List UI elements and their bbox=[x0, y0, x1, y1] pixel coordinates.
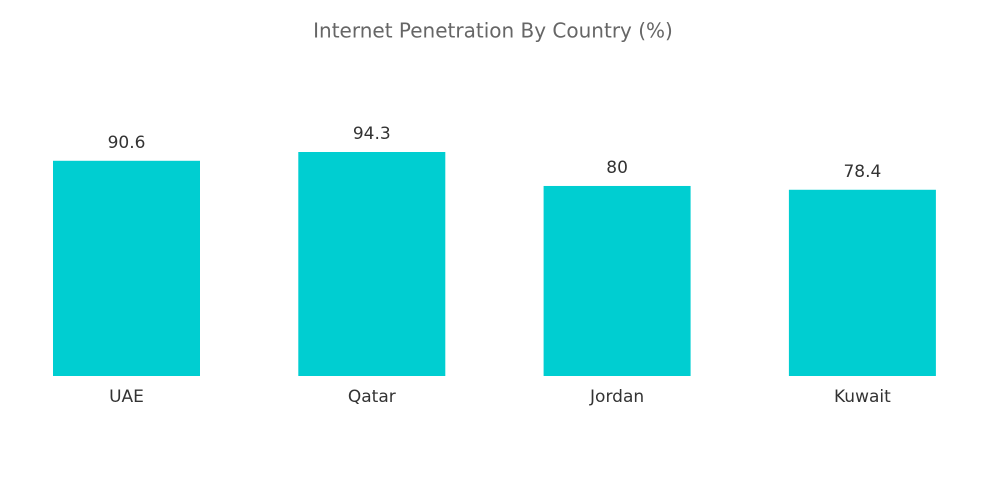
x-tick-label: Qatar bbox=[348, 387, 396, 407]
bar bbox=[788, 189, 936, 376]
data-label: 90.6 bbox=[108, 133, 146, 153]
chart-title: Internet Penetration By Country (%) bbox=[313, 19, 673, 43]
x-tick-label: Kuwait bbox=[834, 387, 891, 407]
x-tick-label: UAE bbox=[109, 387, 144, 407]
data-label: 80 bbox=[606, 158, 628, 178]
bar bbox=[53, 160, 200, 376]
data-label: 78.4 bbox=[843, 162, 881, 182]
bar bbox=[543, 185, 691, 376]
data-label: 94.3 bbox=[353, 124, 391, 144]
bar bbox=[298, 152, 446, 376]
x-tick-label: Jordan bbox=[589, 387, 644, 407]
